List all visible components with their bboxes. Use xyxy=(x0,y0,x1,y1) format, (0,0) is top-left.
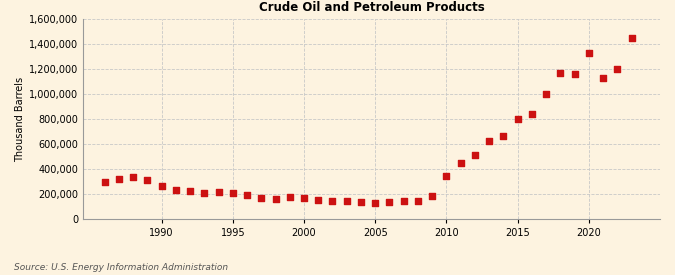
Point xyxy=(612,67,622,71)
Point xyxy=(455,161,466,165)
Point xyxy=(412,199,423,204)
Point xyxy=(384,200,395,204)
Point xyxy=(583,51,594,55)
Point xyxy=(526,112,537,116)
Point xyxy=(113,177,124,181)
Point xyxy=(256,196,267,200)
Point xyxy=(370,201,381,205)
Point xyxy=(597,76,608,80)
Point xyxy=(398,199,409,204)
Y-axis label: Thousand Barrels: Thousand Barrels xyxy=(15,76,25,161)
Point xyxy=(128,175,138,179)
Point xyxy=(313,197,323,202)
Point xyxy=(270,197,281,201)
Point xyxy=(441,174,452,179)
Point xyxy=(626,35,637,40)
Point xyxy=(484,139,495,144)
Point xyxy=(156,184,167,188)
Point xyxy=(284,195,295,199)
Point xyxy=(512,117,523,121)
Point xyxy=(227,191,238,196)
Point xyxy=(242,193,252,197)
Point xyxy=(541,92,551,96)
Point xyxy=(569,72,580,76)
Point xyxy=(356,200,367,204)
Point xyxy=(498,134,509,139)
Text: Source: U.S. Energy Information Administration: Source: U.S. Energy Information Administ… xyxy=(14,263,227,272)
Point xyxy=(327,199,338,203)
Point xyxy=(342,199,352,204)
Point xyxy=(171,187,182,192)
Point xyxy=(298,196,309,200)
Point xyxy=(213,190,224,194)
Point xyxy=(185,189,196,194)
Title: Annual Gulf Coast (PADD 3) Receipts by Pipeline, Tanker, Barge and Rail from Oth: Annual Gulf Coast (PADD 3) Receipts by P… xyxy=(61,0,675,14)
Point xyxy=(470,153,481,157)
Point xyxy=(555,71,566,75)
Point xyxy=(427,194,437,199)
Point xyxy=(199,191,210,196)
Point xyxy=(142,178,153,182)
Point xyxy=(99,180,110,184)
